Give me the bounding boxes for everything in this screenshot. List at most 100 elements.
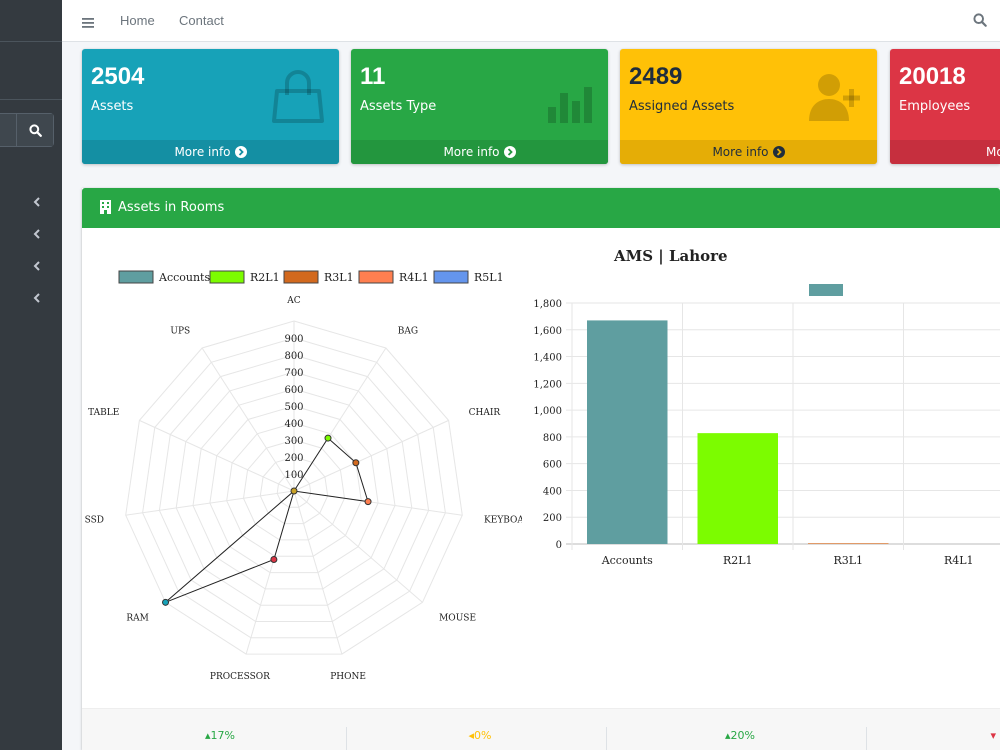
radar-grid-ring — [209, 405, 379, 574]
radar-spoke — [201, 347, 295, 492]
arrow-circle-right-icon — [234, 146, 247, 158]
card-header: Assets in Rooms — [82, 188, 1000, 228]
radar-grid-ring — [226, 422, 362, 557]
radar-tick-label: 900 — [284, 334, 303, 345]
legend-label: R5L1 — [474, 271, 504, 284]
box-footer-text: More info — [712, 145, 769, 159]
radar-point — [364, 498, 372, 506]
box-footer-text: Mo — [986, 145, 1000, 159]
radar-spoke — [139, 419, 295, 492]
radar-grid-ring — [158, 354, 430, 622]
bar-chart: AMS | Lahore 0 200 400 600 800 1,000 1,200 1,400… — [533, 247, 1000, 567]
radar-grid-ring — [125, 320, 463, 655]
bar-x-tick-label: R2L1 — [723, 554, 753, 567]
bar-chart-title: AMS | Lahore — [613, 247, 728, 265]
bar-y-tick-label: 1,200 — [533, 379, 562, 390]
radar-series-line — [165, 437, 369, 603]
radar-axis-label: AC — [286, 296, 300, 306]
hamburger-icon — [82, 18, 94, 28]
radar-axis-label: TABLE — [88, 408, 119, 418]
sidebar-menu-toggle[interactable] — [31, 291, 43, 305]
radar-spoke — [293, 419, 449, 492]
box-more-info-link[interactable]: More info — [82, 140, 339, 164]
box-value: 2489 — [629, 63, 683, 90]
box-more-info-link[interactable]: More info — [351, 140, 608, 164]
radar-legend-item[interactable]: R4L1 — [358, 270, 429, 284]
caret-left-icon: ◂ — [468, 729, 475, 742]
footer-stat: ▴20% — [610, 727, 870, 750]
small-box-employees: 20018 Employees Mo — [890, 49, 1000, 164]
legend-swatch — [358, 270, 394, 284]
radar-tick-label: 400 — [284, 419, 303, 430]
radar-axis-label: MOUSE — [439, 614, 476, 624]
box-more-info-link[interactable]: More info — [620, 140, 877, 164]
caret-up-icon: ▴ — [205, 729, 211, 742]
radar-grid-ring — [242, 439, 346, 541]
sidebar-search-button[interactable] — [16, 114, 53, 146]
navbar-search-button[interactable] — [973, 12, 987, 31]
nav-link-home[interactable]: Home — [120, 13, 155, 28]
footer-stat-percent: ▴17% — [90, 729, 350, 742]
radar-spoke — [293, 490, 423, 603]
bar — [808, 543, 889, 544]
radar-tick-label: 300 — [284, 436, 303, 447]
radar-axis-label: SSD — [85, 515, 104, 525]
search-icon — [28, 123, 42, 137]
radar-axis-label: CHAIR — [469, 408, 501, 418]
legend-label: Accounts — [158, 271, 210, 284]
sidebar-divider — [0, 41, 62, 42]
radar-axis-label: UPS — [170, 326, 190, 336]
legend-label: R4L1 — [399, 271, 429, 284]
radar-point — [162, 598, 170, 606]
radar-grid-ring — [175, 371, 413, 606]
radar-grid-ring — [259, 456, 329, 525]
radar-point — [324, 434, 332, 442]
small-box-assets-type: 11 Assets Type More info — [351, 49, 608, 164]
bar-y-tick-label: 400 — [543, 486, 562, 497]
radar-grid-ring — [142, 337, 446, 639]
footer-stat-percent: ▾ — [872, 729, 1000, 742]
bar-x-tick-label: Accounts — [601, 554, 653, 567]
bar-y-tick-label: 1,000 — [533, 406, 562, 417]
legend-label: R3L1 — [324, 271, 354, 284]
radar-legend-item[interactable]: R3L1 — [283, 270, 354, 284]
box-value: 11 — [360, 63, 386, 90]
menu-toggle-button[interactable] — [82, 14, 94, 33]
radar-tick-label: 500 — [284, 402, 303, 413]
radar-legend-item[interactable]: R5L1 — [433, 270, 504, 284]
bar-chart-icon — [538, 67, 596, 129]
assets-in-rooms-card: Assets in Rooms Accounts R2L1 R3L1 R4L1 R5L1… — [82, 188, 1000, 750]
sidebar-search-input[interactable] — [0, 114, 16, 146]
small-box-assets: 2504 Assets More info — [82, 49, 339, 164]
nav-link-contact[interactable]: Contact — [179, 13, 224, 28]
box-more-info-link[interactable]: Mo — [890, 140, 1000, 164]
footer-stat-percent-value: 20% — [730, 729, 755, 742]
radar-spoke — [293, 490, 343, 655]
legend-swatch — [118, 270, 154, 284]
bar-y-tick-label: 0 — [556, 540, 562, 551]
legend-label: R2L1 — [250, 271, 280, 284]
radar-legend-item[interactable]: R2L1 — [209, 270, 280, 284]
box-value: 20018 — [899, 63, 966, 90]
sidebar-menu-toggle[interactable] — [31, 227, 43, 241]
bar-y-tick-label: 1,400 — [533, 353, 562, 364]
card-footer: ▴17% ◂0% ▴20% ▾ — [82, 708, 1000, 750]
radar-grid-ring — [276, 473, 312, 508]
caret-up-icon: ▴ — [725, 729, 731, 742]
sidebar-menu-toggle[interactable] — [31, 195, 43, 209]
radar-spoke — [125, 490, 295, 516]
footer-stat: ◂0% — [350, 727, 610, 750]
radar-legend-item[interactable]: Accounts — [118, 270, 210, 284]
bar-y-tick-label: 1,800 — [533, 299, 562, 310]
footer-stat-percent-value: 17% — [210, 729, 235, 742]
bar-y-tick-label: 600 — [543, 460, 562, 471]
footer-stat-percent: ◂0% — [350, 729, 610, 742]
bar-legend-swatch — [809, 284, 843, 296]
arrow-circle-right-icon — [503, 146, 516, 158]
sidebar-menu-toggle[interactable] — [31, 259, 43, 273]
bar — [697, 433, 778, 544]
legend-swatch — [283, 270, 319, 284]
radar-tick-label: 200 — [284, 453, 303, 464]
radar-axis-label: RAM — [126, 614, 149, 624]
radar-axis-label: PHONE — [330, 672, 366, 682]
